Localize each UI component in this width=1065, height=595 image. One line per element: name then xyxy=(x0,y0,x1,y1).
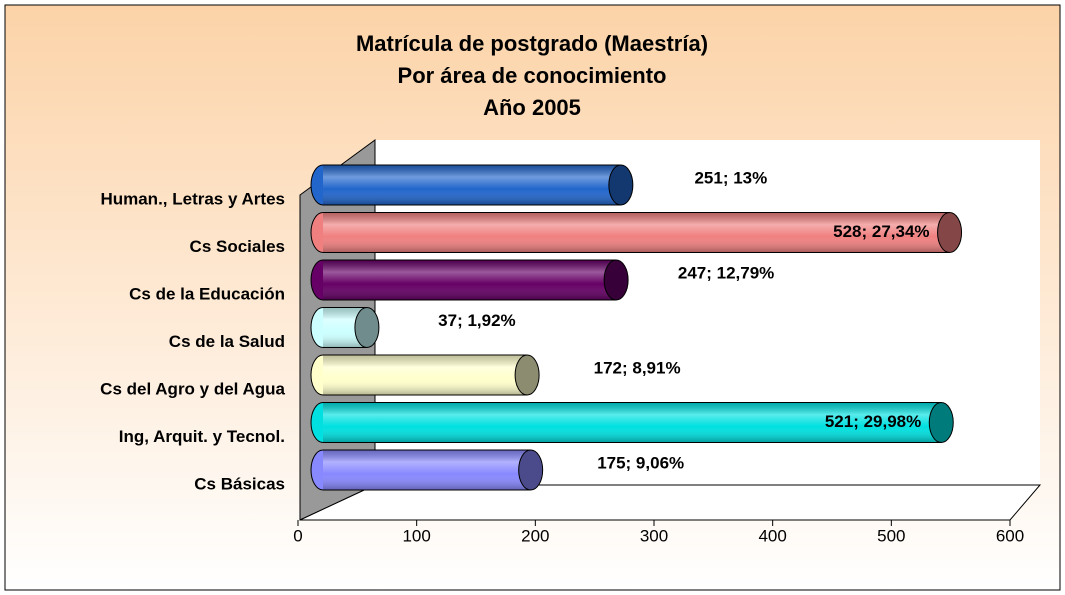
value-label: 521; 29,98% xyxy=(825,412,921,431)
bar-shine xyxy=(323,165,621,205)
bar-shine xyxy=(323,212,950,253)
value-label: 172; 8,91% xyxy=(594,358,681,377)
bar-shine xyxy=(323,260,617,300)
bar-cap xyxy=(354,307,380,348)
value-label: 175; 9,06% xyxy=(597,453,684,472)
chart-title: Año 2005 xyxy=(483,95,581,120)
x-tick-label: 500 xyxy=(877,526,905,545)
bar-cap xyxy=(928,402,954,443)
x-tick-label: 600 xyxy=(996,526,1024,545)
category-label: Cs de la Educación xyxy=(129,284,285,303)
value-label: 251; 13% xyxy=(694,168,767,187)
value-label: 37; 1,92% xyxy=(438,311,516,330)
bar-cap xyxy=(608,164,634,206)
bar-shine xyxy=(323,402,942,443)
floor xyxy=(299,484,1042,521)
category-label: Cs Básicas xyxy=(194,474,285,493)
category-label: Cs del Agro y del Agua xyxy=(100,379,285,398)
bar-cap xyxy=(514,354,540,396)
value-label: 247; 12,79% xyxy=(678,263,774,282)
bar-cap xyxy=(518,449,544,491)
x-tick-label: 400 xyxy=(758,526,786,545)
category-label: Cs Sociales xyxy=(190,237,285,256)
chart-title: Matrícula de postgrado (Maestría) xyxy=(356,31,708,56)
bar-shine xyxy=(323,355,528,395)
x-tick-label: 0 xyxy=(293,526,302,545)
bar-cap xyxy=(603,259,629,301)
bar-cap xyxy=(937,212,963,253)
x-tick-label: 300 xyxy=(640,526,668,545)
category-label: Human., Letras y Artes xyxy=(100,189,285,208)
x-tick-label: 100 xyxy=(402,526,430,545)
value-label: 528; 27,34% xyxy=(833,222,929,241)
x-tick-label: 200 xyxy=(521,526,549,545)
category-label: Ing, Arquit. y Tecnol. xyxy=(119,427,285,446)
chart-title: Por área de conocimiento xyxy=(398,63,667,88)
category-label: Cs de la Salud xyxy=(169,332,285,351)
bar-shine xyxy=(323,450,531,490)
